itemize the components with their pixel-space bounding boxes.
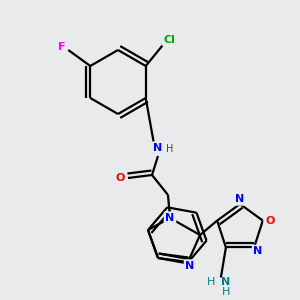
Text: O: O xyxy=(115,173,125,183)
Text: N: N xyxy=(185,261,195,271)
Text: N: N xyxy=(221,278,230,287)
Text: N: N xyxy=(254,246,263,256)
Text: Cl: Cl xyxy=(164,35,176,45)
Text: N: N xyxy=(236,194,244,204)
Text: F: F xyxy=(58,42,65,52)
Text: H: H xyxy=(207,278,215,287)
Text: N: N xyxy=(165,213,175,223)
Text: N: N xyxy=(153,143,163,153)
Text: H: H xyxy=(166,144,174,154)
Text: H: H xyxy=(222,287,230,297)
Text: O: O xyxy=(265,216,274,226)
